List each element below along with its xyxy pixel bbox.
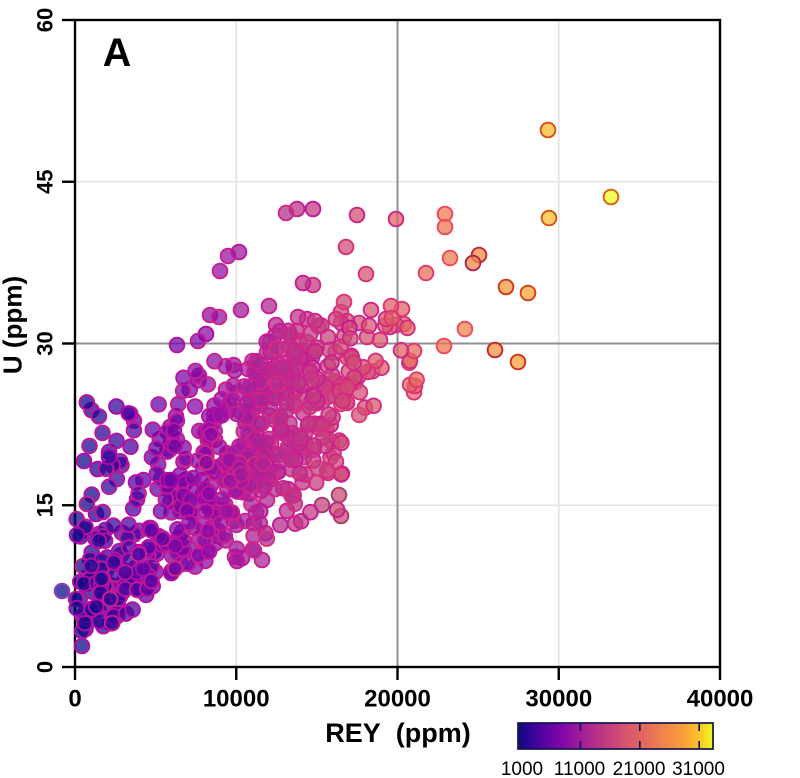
svg-text:0: 0 [33,661,58,673]
svg-text:1000: 1000 [501,759,543,778]
svg-text:31000: 31000 [672,759,725,778]
svg-text:REY (ppm): REY (ppm) [325,718,471,748]
svg-text:40000: 40000 [687,686,754,713]
svg-text:30: 30 [33,331,58,355]
svg-text:30000: 30000 [525,686,592,713]
svg-text:10000: 10000 [203,686,270,713]
svg-text:0: 0 [68,686,81,713]
svg-text:15: 15 [33,493,58,517]
svg-text:21000: 21000 [613,759,666,778]
svg-text:45: 45 [33,170,58,194]
svg-text:20000: 20000 [364,686,431,713]
svg-text:60: 60 [33,8,58,32]
svg-text:U (ppm): U (ppm) [0,276,28,374]
svg-text:A: A [103,31,132,75]
svg-text:11000: 11000 [554,759,605,778]
